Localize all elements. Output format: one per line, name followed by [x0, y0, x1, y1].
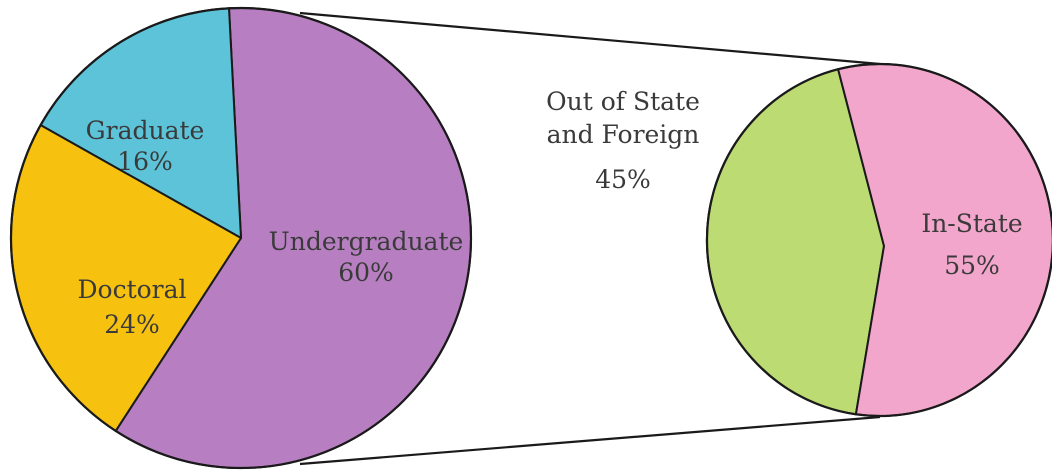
- label-out-of-state-line2: and Foreign: [547, 120, 700, 149]
- value-out-of-state: 45%: [595, 165, 651, 194]
- breakdown-pie: [705, 62, 1052, 418]
- value-doctoral: 24%: [104, 310, 160, 339]
- connector-line-bottom: [299, 415, 881, 466]
- label-doctoral: Doctoral: [77, 275, 186, 304]
- main-pie: [9, 6, 473, 470]
- breakdown-pie-outline: [705, 62, 1052, 418]
- label-in-state: In-State: [921, 209, 1022, 238]
- connector-line-top: [299, 11, 881, 66]
- main-pie-outline: [9, 6, 473, 470]
- value-undergraduate: 60%: [338, 258, 394, 287]
- label-graduate: Graduate: [86, 116, 205, 145]
- value-in-state: 55%: [944, 251, 1000, 280]
- value-graduate: 16%: [117, 147, 173, 176]
- label-out-of-state-line1: Out of State: [546, 87, 700, 116]
- label-undergraduate: Undergraduate: [269, 227, 464, 256]
